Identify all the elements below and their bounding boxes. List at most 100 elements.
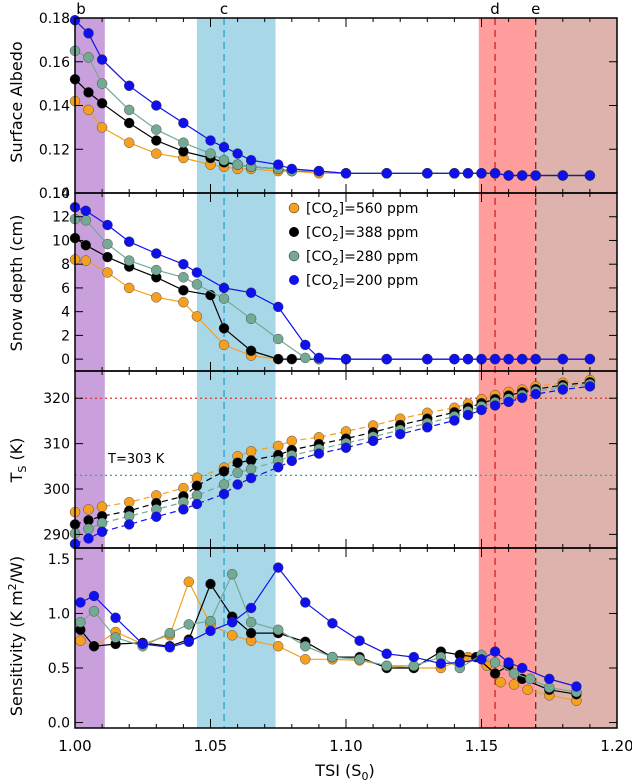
data-point [517, 662, 528, 674]
data-point [313, 352, 325, 364]
data-point [178, 504, 189, 515]
data-point [300, 654, 311, 665]
data-point [110, 632, 121, 643]
data-point [183, 576, 195, 587]
data-point [102, 238, 113, 250]
data-point [422, 422, 433, 433]
data-point [151, 292, 162, 303]
panel-frames: 0.10 0.12 0.14 0.16 0.18 0 2 4 6 8 10 12 14 290 300 310… [39, 11, 632, 755]
data-point [218, 141, 230, 153]
y-tick-label: 320 [43, 391, 70, 407]
data-point [178, 272, 189, 283]
data-point [164, 627, 176, 639]
legend-marker [288, 250, 300, 262]
data-point [191, 311, 203, 322]
data-point [183, 636, 195, 647]
data-point [517, 353, 528, 365]
data-point [123, 117, 135, 129]
data-point [286, 455, 297, 467]
legend-item-388: [CO2]=388 ppm [289, 225, 418, 244]
y-tick-label: 12 [52, 210, 70, 226]
y-tick-label: 310 [43, 437, 70, 453]
data-point [449, 168, 460, 179]
data-point [476, 654, 487, 665]
data-point [557, 170, 568, 181]
data-point [530, 170, 541, 181]
data-point [522, 684, 533, 695]
y-tick-label: 1.5 [48, 552, 70, 568]
data-point [232, 148, 243, 159]
series--co2-200-ppm [75, 562, 582, 692]
data-point [123, 80, 135, 92]
data-point [218, 154, 230, 166]
top-marker-label: e [531, 0, 540, 18]
data-point [286, 163, 297, 175]
data-point [381, 648, 392, 659]
data-point [313, 165, 325, 177]
data-point [327, 618, 338, 629]
data-point [381, 660, 392, 671]
y-tick-label: 0 [61, 352, 70, 368]
data-point [102, 219, 113, 231]
data-point [110, 612, 121, 623]
data-point [218, 293, 230, 304]
data-point [476, 168, 487, 179]
data-point [489, 646, 501, 657]
top-markers: b c d e [76, 0, 540, 18]
panel-sensitivity [75, 562, 582, 706]
data-point [286, 353, 297, 365]
series--co2-200-ppm [69, 201, 596, 365]
y-tick-label: 6 [61, 281, 70, 297]
x-tick-label: 1.05 [194, 737, 227, 755]
panel-snow-depth [69, 201, 596, 365]
y-tick-label: 0.14 [39, 99, 70, 115]
legend-label: [CO2]=388 ppm [306, 225, 418, 244]
data-point [88, 641, 100, 652]
y-tick-label: 1.0 [48, 606, 70, 622]
data-point [232, 467, 243, 478]
series--co2-200-ppm [69, 15, 596, 181]
legend-item-560: [CO2]=560 ppm [288, 201, 418, 220]
y-tick-label: 0.18 [39, 11, 70, 27]
data-point [584, 170, 596, 181]
data-point [191, 267, 203, 278]
data-point [88, 606, 100, 617]
data-point [449, 353, 460, 365]
data-point [205, 578, 216, 590]
top-marker-label: d [490, 0, 500, 18]
panel-albedo [69, 15, 596, 181]
highlight-band [478, 18, 536, 728]
data-point [151, 135, 162, 146]
data-point [191, 480, 203, 491]
data-point [354, 654, 365, 665]
data-point [489, 168, 501, 179]
data-point [273, 440, 284, 452]
data-point [300, 339, 311, 351]
data-point [226, 630, 238, 641]
data-point [96, 517, 108, 529]
data-point [75, 617, 86, 628]
data-point [218, 466, 230, 477]
data-point [75, 597, 86, 608]
data-point [449, 415, 460, 426]
data-point [395, 428, 406, 440]
y-tick-label: 0.0 [48, 716, 70, 732]
legend-item-200: [CO2]=200 ppm [289, 273, 418, 292]
data-point [245, 345, 257, 356]
data-point [508, 668, 520, 679]
data-point [218, 488, 230, 500]
panels [69, 15, 617, 706]
ts-ylabel: TS (K) [7, 438, 29, 484]
y-tick-label: 0.5 [48, 661, 70, 677]
legend: [CO2]=560 ppm [CO2]=388 ppm [CO2]=280 pp… [288, 201, 418, 292]
data-point [557, 384, 568, 395]
data-point [178, 137, 189, 148]
data-point [557, 353, 568, 365]
data-point [354, 635, 365, 646]
legend-marker [289, 275, 299, 285]
data-point [300, 641, 311, 652]
y-tick-label: 14 [52, 186, 70, 202]
data-point [489, 400, 501, 411]
data-point [96, 526, 108, 537]
data-point [245, 627, 257, 639]
